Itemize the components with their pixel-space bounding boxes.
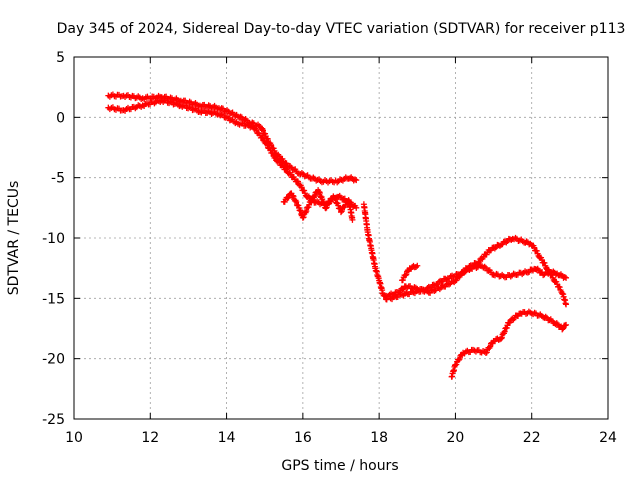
arc-scatter-point — [311, 192, 318, 199]
x-tick-labels: 10 12 14 16 18 20 22 24 — [65, 430, 617, 446]
y-tick-label: -10 — [42, 231, 65, 247]
arc-lower-point — [276, 159, 283, 166]
bump-18h-point — [413, 264, 420, 271]
late-upper-point — [556, 284, 563, 291]
arc-scatter-point — [303, 208, 310, 215]
x-tick-label: 10 — [65, 430, 83, 446]
bump-18h-point — [399, 277, 406, 284]
late-lower-point — [482, 264, 489, 271]
bump-18h-point — [402, 272, 409, 279]
x-tick-label: 14 — [218, 430, 236, 446]
arc-lower-point — [298, 184, 305, 191]
series-drop-18h — [360, 201, 390, 303]
late-upper-point — [533, 247, 540, 254]
arc-lower-point — [272, 154, 279, 161]
late-bottom-point — [498, 334, 505, 341]
y-tick-labels: 5 0 -5 -10 -15 -20 -25 — [42, 50, 65, 428]
late-bottom-point — [455, 357, 462, 363]
arc-scatter-point — [284, 195, 291, 202]
bump-18h-point — [414, 262, 421, 269]
arc-scatter-point — [323, 204, 330, 211]
arc-scatter-point — [326, 198, 333, 205]
late-bottom-point — [456, 355, 463, 362]
x-axis-label: GPS time / hours — [281, 458, 398, 474]
late-upper-point — [523, 238, 530, 245]
arc-scatter-point — [349, 216, 356, 223]
arc-scatter-point — [300, 214, 307, 221]
x-tick-label: 20 — [447, 430, 465, 446]
arc-scatter-point — [338, 209, 344, 216]
x-tick-label: 24 — [599, 430, 617, 446]
series-late-bottom — [448, 308, 570, 380]
late-upper-point — [453, 277, 460, 284]
late-bottom-point — [498, 335, 505, 342]
arc-lower-point — [283, 166, 290, 173]
late-bottom-point — [563, 321, 570, 328]
y-tick-label: 5 — [56, 50, 65, 66]
x-tick-label: 18 — [370, 430, 388, 446]
arc-lower-point — [295, 178, 302, 185]
late-lower-point — [427, 284, 433, 291]
arc-lower-point — [259, 134, 266, 141]
late-bottom-point — [453, 361, 460, 368]
arc-scatter-point — [285, 194, 292, 201]
x-tick-label: 16 — [294, 430, 312, 446]
arc-upper-point — [264, 136, 271, 143]
y-tick-label: -20 — [42, 352, 65, 368]
late-lower-point — [466, 267, 473, 274]
series-bump-18h — [399, 262, 421, 284]
arc-scatter-point — [308, 198, 315, 205]
late-upper-point — [563, 301, 570, 308]
arc-lower-point — [253, 126, 260, 133]
grid — [74, 57, 608, 419]
late-lower-point — [524, 269, 531, 276]
arc-scatter-point — [332, 196, 339, 203]
arc-upper-point — [237, 113, 244, 120]
arc-scatter-point — [290, 193, 297, 200]
bump-18h-point — [403, 271, 410, 278]
y-tick-label: -25 — [42, 412, 65, 428]
x-tick-label: 22 — [523, 430, 541, 446]
data-points — [105, 91, 570, 380]
late-upper-point — [541, 259, 548, 266]
arc-upper-point — [351, 176, 358, 183]
late-bottom-point — [483, 349, 490, 356]
late-bottom-point — [559, 326, 566, 333]
late-lower-point — [563, 274, 570, 281]
arc-upper-point — [259, 127, 266, 134]
late-bottom-point — [501, 328, 508, 335]
late-lower-point — [461, 269, 468, 276]
arc-upper-point — [283, 160, 290, 167]
late-lower-point — [500, 273, 507, 280]
arc-lower-point — [353, 204, 360, 211]
axis-ticks — [73, 56, 609, 420]
arc-scatter-point — [293, 198, 300, 205]
series-late-lower — [387, 262, 570, 303]
series-arc-scatter — [280, 187, 356, 223]
late-lower-point — [481, 263, 488, 270]
late-lower-point — [561, 274, 568, 281]
arc-lower-point — [269, 150, 276, 157]
chart-title: Day 345 of 2024, Sidereal Day-to-day VTE… — [57, 21, 626, 37]
arc-scatter-point — [342, 202, 349, 209]
y-tick-label: -15 — [42, 291, 65, 307]
late-bottom-point — [542, 313, 549, 320]
arc-scatter-point — [322, 205, 329, 212]
arc-upper-point — [353, 177, 360, 184]
arc-upper-point — [298, 169, 305, 176]
y-tick-label: 0 — [56, 110, 65, 126]
late-upper-point — [446, 281, 453, 288]
late-bottom-point — [506, 319, 513, 326]
arc-lower-point — [301, 187, 308, 194]
arc-lower-point — [264, 141, 271, 148]
late-lower-point — [438, 279, 445, 286]
arc-scatter-point — [295, 202, 302, 209]
y-axis-label: SDTVAR / TECUs — [6, 181, 22, 296]
arc-scatter-point — [338, 208, 345, 215]
late-bottom-point — [487, 343, 494, 350]
y-tick-label: -5 — [51, 171, 65, 187]
late-upper-point — [531, 244, 538, 251]
x-tick-label: 12 — [141, 430, 159, 446]
